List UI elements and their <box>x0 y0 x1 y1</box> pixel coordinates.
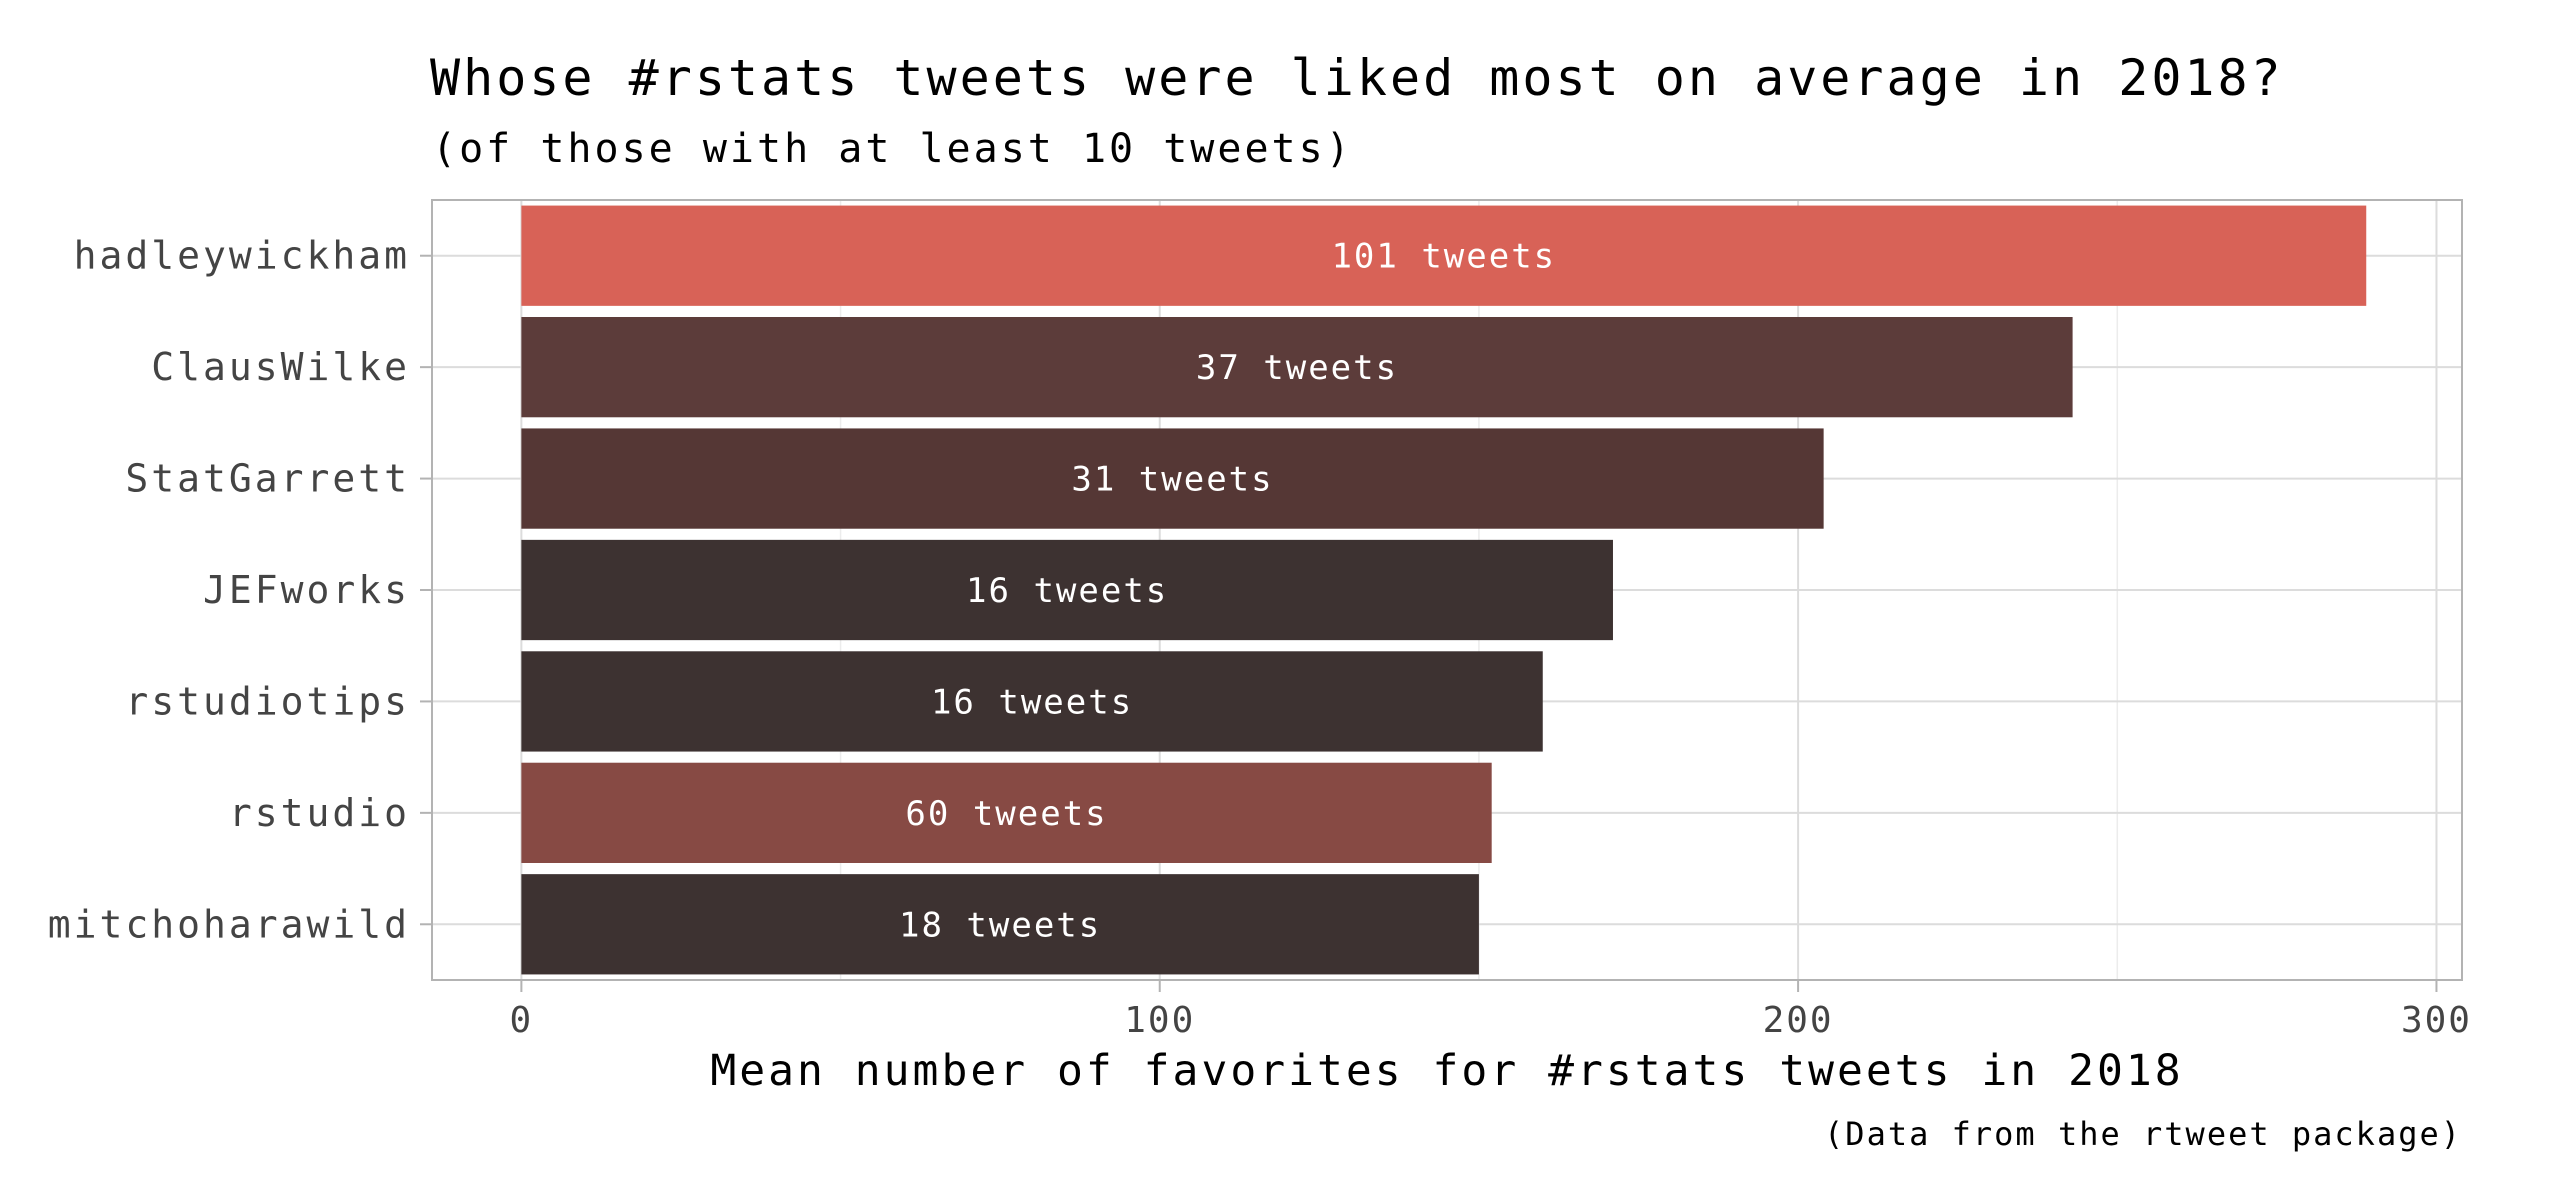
bar-label-hadleywickham: 101 tweets <box>1331 237 1556 277</box>
bar-label-mitchoharawild: 18 tweets <box>899 905 1101 945</box>
bar-hadleywickham <box>521 205 2367 306</box>
bar-mitchoharawild <box>521 874 1479 975</box>
bar-JEFworks <box>521 539 1613 641</box>
chart-title: Whose #rstats tweets were liked most on … <box>430 49 2284 107</box>
bar-rstudiotips <box>521 651 1543 752</box>
bar-rstudio <box>521 762 1492 863</box>
x-tick-label: 200 <box>1763 1000 1834 1041</box>
x-axis: 0 100 200 300 <box>510 980 2472 1041</box>
bar-label-rstudiotips: 16 tweets <box>931 682 1133 722</box>
y-tick-label-rstudiotips: rstudiotips <box>125 679 410 723</box>
bar-label-JEFworks: 16 tweets <box>966 571 1168 611</box>
bar-labels: 101 tweets 37 tweets 31 tweets 16 tweets 16 … <box>899 237 1556 946</box>
bar-label-ClausWilke: 37 tweets <box>1196 348 1398 388</box>
y-tick-label-JEFworks: JEFworks <box>203 568 410 612</box>
bars <box>521 205 2367 975</box>
y-tick-label-ClausWilke: ClausWilke <box>151 345 410 389</box>
x-tick-label: 0 <box>510 1000 534 1041</box>
bar-label-StatGarrett: 31 tweets <box>1071 460 1273 500</box>
y-tick-label-rstudio: rstudio <box>229 791 410 835</box>
y-tick-label-StatGarrett: StatGarrett <box>125 457 410 501</box>
bar-ClausWilke <box>521 317 2073 418</box>
chart-caption: (Data from the rtweet package) <box>1824 1115 2462 1153</box>
y-axis: hadleywickham ClausWilke StatGarrett JEFwor… <box>48 234 432 946</box>
y-tick-label-hadleywickham: hadleywickham <box>74 234 410 278</box>
bar-label-rstudio: 60 tweets <box>905 794 1107 834</box>
bar-StatGarrett <box>521 428 1824 529</box>
x-axis-title: Mean number of favorites for #rstats twe… <box>710 1046 2183 1096</box>
y-tick-label-mitchoharawild: mitchoharawild <box>48 902 410 946</box>
x-tick-label: 300 <box>2401 1000 2472 1041</box>
chart-subtitle: (of those with at least 10 tweets) <box>432 126 1353 172</box>
x-tick-label: 100 <box>1124 1000 1195 1041</box>
